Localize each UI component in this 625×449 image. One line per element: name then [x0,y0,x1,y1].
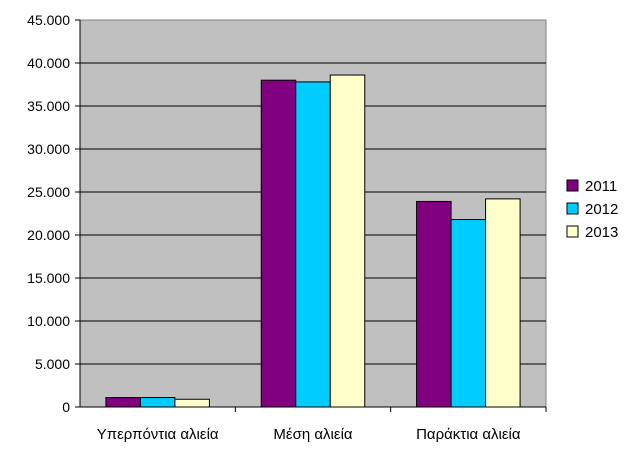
legend: 2011 2012 2013 [566,178,618,241]
bar-2011 [416,200,452,408]
bar-2013 [485,198,521,408]
y-tick-label: 30.000 [27,141,70,157]
y-tick-label: 15.000 [27,270,70,286]
bar-2011 [260,79,297,408]
y-tick-label: 20.000 [27,227,70,243]
legend-swatch-2013 [566,225,579,238]
bar-2013 [174,398,210,408]
legend-swatch-2011 [566,179,579,192]
x-category-label: Παράκτια αλιεία [416,426,521,443]
legend-label: 2013 [585,224,618,241]
y-tick-label: 0 [62,399,70,415]
y-tick-label: 5.000 [35,356,70,372]
y-tick-label: 25.000 [27,184,70,200]
bars [105,74,521,408]
bar-2012 [450,219,487,408]
y-tick-label: 35.000 [27,98,70,114]
axes: 0 5.000 10.000 15.000 20.000 25.000 30.000 35.0… [27,12,547,443]
legend-swatch-2012 [566,202,579,215]
bar-2012 [139,397,176,408]
bar-2011 [105,397,141,408]
legend-label: 2012 [585,201,618,218]
y-tick-label: 40.000 [27,55,70,71]
x-category-label: Υπερπόντια αλιεία [97,426,219,443]
bar-2012 [295,81,331,408]
y-tick-label: 10.000 [27,313,70,329]
legend-label: 2011 [585,178,617,195]
x-category-label: Μέση αλιεία [273,426,352,443]
y-tick-label: 45.000 [27,12,70,28]
bar-2013 [329,74,366,408]
